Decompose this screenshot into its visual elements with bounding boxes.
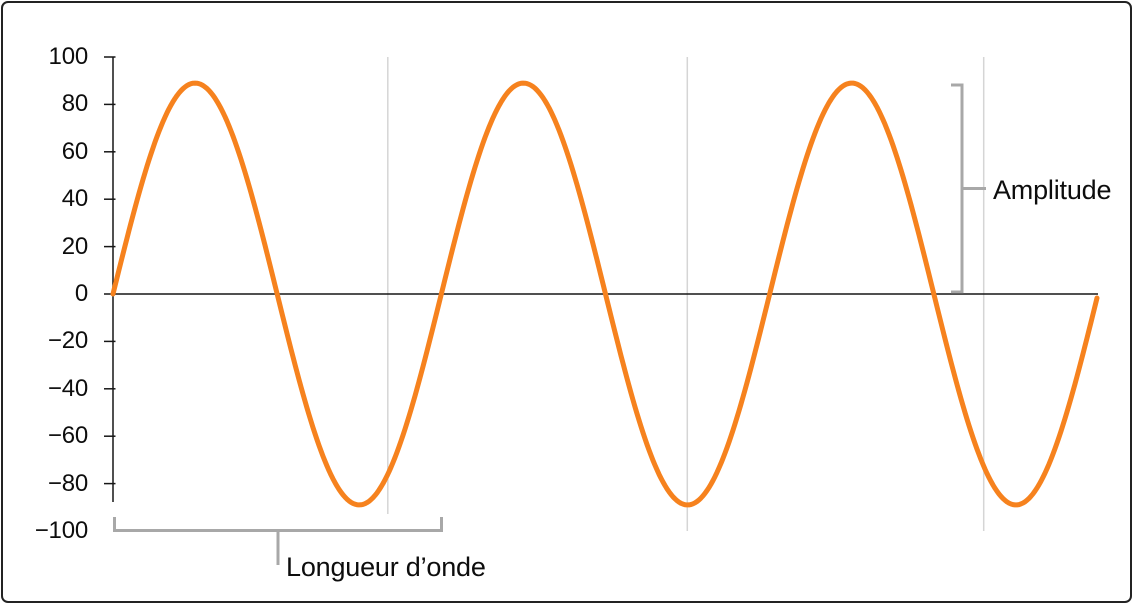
amplitude-bracket: [951, 83, 986, 294]
y-tick-label: −80: [47, 469, 88, 497]
y-tick-label: 80: [61, 90, 88, 118]
y-tick-label: −60: [47, 422, 88, 450]
sine-wave-path: [110, 80, 1100, 508]
y-tick-label: 0: [74, 280, 88, 307]
y-tick-label: 60: [61, 137, 88, 165]
y-tick-label: −20: [47, 327, 88, 355]
y-tick-label: −40: [47, 374, 88, 402]
y-tick-label: 100: [48, 43, 89, 70]
y-tick-label: 20: [61, 232, 88, 260]
y-tick-label: −100: [34, 517, 88, 544]
amplitude-label: Amplitude: [993, 175, 1112, 205]
wavelength-label: Longueur d’onde: [286, 552, 486, 582]
y-tick-label: 40: [61, 185, 88, 213]
wavelength-bracket: [113, 517, 443, 565]
